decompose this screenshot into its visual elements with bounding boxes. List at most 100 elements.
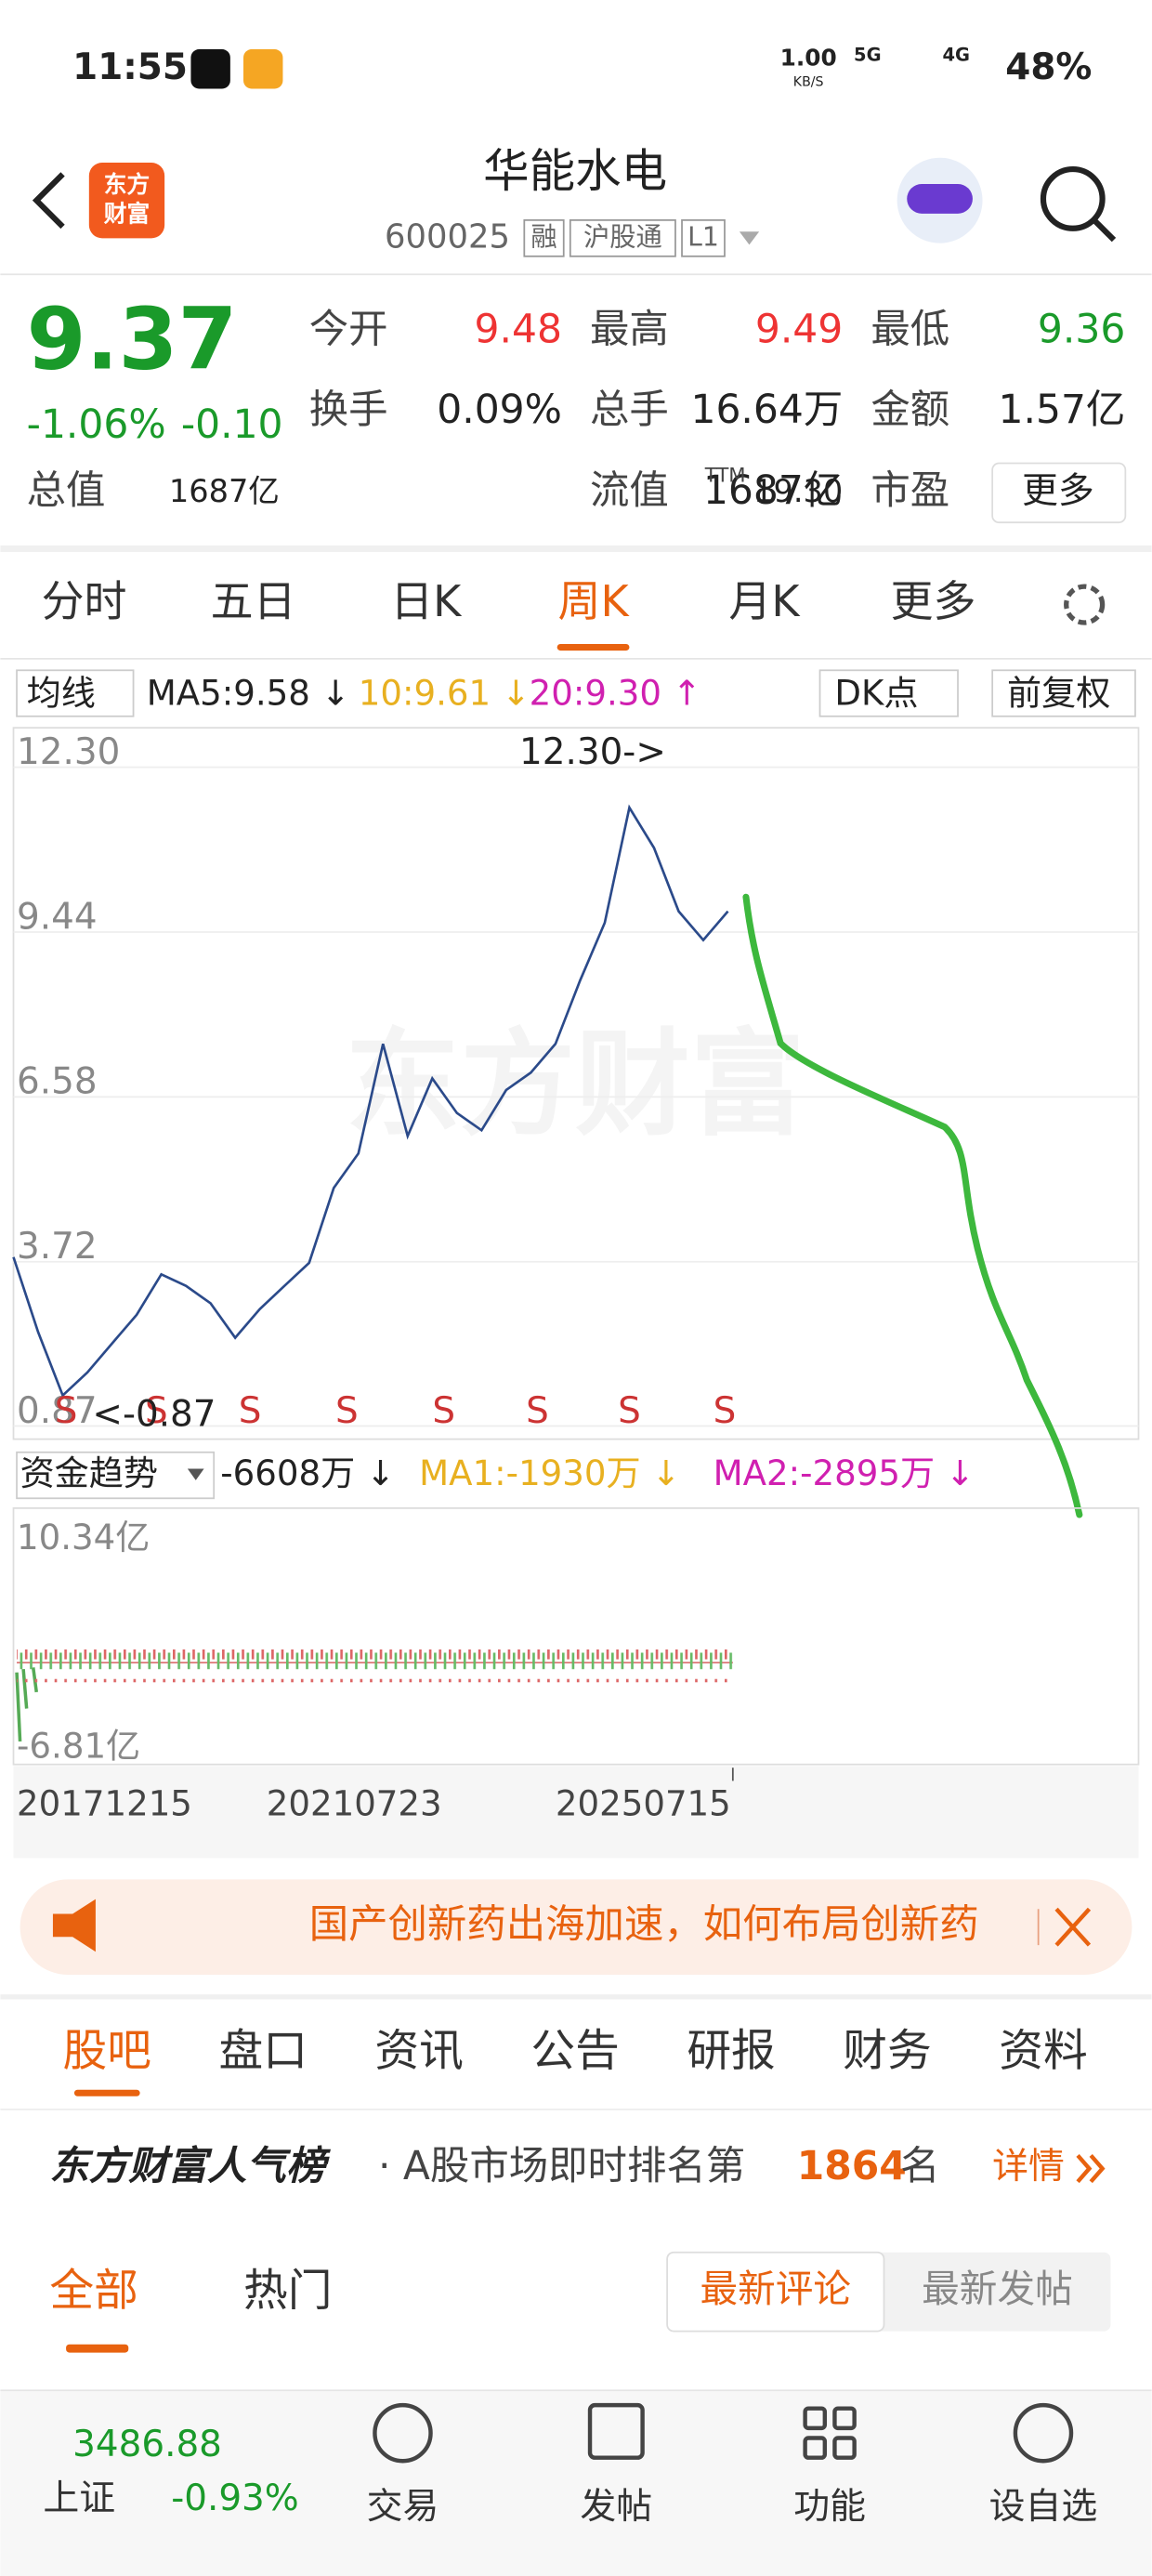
dk-text: DK点 [834, 673, 918, 713]
logo[interactable] [88, 163, 165, 239]
index-value[interactable]: 3486.88 [72, 2424, 222, 2465]
section-tab[interactable]: 盘口 [218, 2026, 307, 2077]
back-button[interactable] [32, 172, 65, 230]
low-label: <-0.87 [92, 1393, 216, 1435]
dropdown [187, 1468, 204, 1480]
nav-item[interactable]: 交易 [367, 2486, 439, 2528]
sort-option[interactable]: 最新发帖 [922, 2267, 1073, 2311]
section-tab[interactable]: 公告 [530, 2026, 619, 2077]
rank-detail[interactable]: 详情 [992, 2146, 1065, 2188]
search-handle [1092, 217, 1117, 243]
banner-text: 国产创新药出海加速，如何布局创新药 [309, 1902, 979, 1948]
fund-selector[interactable] [16, 1451, 216, 1500]
field-value: 9.36 [1038, 308, 1125, 353]
index-name: 上证 [43, 2477, 115, 2519]
section-tab[interactable]: 资料 [999, 2026, 1087, 2077]
field-label: 最高 [590, 308, 669, 353]
icon-post [587, 2402, 645, 2460]
period-tab[interactable]: 五日 [211, 576, 296, 626]
app-icon [190, 49, 230, 89]
index-change: -0.93% [171, 2477, 299, 2519]
field-value: 9.49 [755, 308, 843, 353]
signal: S [239, 1390, 262, 1432]
battery: 48% [1005, 46, 1092, 88]
period-tab[interactable]: 日K [390, 576, 463, 626]
change: -0.10 [181, 402, 283, 448]
active-indicator [66, 2344, 129, 2353]
adjust-button[interactable] [991, 669, 1136, 717]
field-value: 1.57亿 [999, 388, 1126, 433]
chevrons [1076, 2153, 1106, 2184]
rank-text: · A股市场即时排名第 [378, 2144, 745, 2189]
dropdown[interactable] [739, 231, 760, 245]
field-label: 总值 [27, 468, 106, 514]
tag: 沪股通 [583, 221, 662, 252]
fund-frame [12, 1507, 1140, 1766]
tag: L1 [687, 221, 719, 252]
fund-value: -6608万 ↓ [220, 1453, 395, 1493]
y-tick-label: 0.87 [17, 1390, 98, 1432]
period-tab[interactable]: 周K [558, 576, 631, 626]
high-label: 12.30-> [519, 731, 666, 773]
close-banner[interactable] [1054, 1907, 1092, 1947]
signal: S [55, 1390, 78, 1432]
tag-box [681, 219, 726, 257]
change-pct: -1.06% [27, 402, 166, 448]
nav-item[interactable]: 发帖 [580, 2486, 652, 2528]
date: 20250715 [556, 1783, 731, 1823]
signal: S [526, 1390, 549, 1432]
sort-option[interactable]: 最新评论 [700, 2267, 851, 2311]
period-tab[interactable]: 分时 [42, 576, 127, 626]
section-tab[interactable]: 财务 [843, 2026, 931, 2077]
dk-button[interactable] [818, 669, 959, 717]
section-tab[interactable]: 研报 [687, 2026, 775, 2077]
search[interactable] [1040, 165, 1106, 231]
ma5: MA5:9.58 ↓ [147, 673, 350, 713]
filter-tab[interactable]: 热门 [243, 2266, 332, 2317]
sort-active[interactable] [666, 2251, 885, 2333]
active-indicator [556, 644, 630, 651]
rank-brand: 东方财富人气榜 [49, 2144, 331, 2189]
hand-drawn-line [742, 893, 1083, 1518]
field-value: 0.09% [437, 388, 562, 433]
field-label: 流值 [590, 468, 669, 514]
more-button[interactable] [991, 462, 1127, 524]
ttm: TTM [704, 465, 746, 488]
ma-selector[interactable] [16, 669, 135, 717]
signal: S [713, 1390, 737, 1432]
network: 5G [854, 45, 881, 66]
megaphone [52, 1899, 96, 1952]
settings[interactable] [1064, 584, 1106, 625]
section-tab[interactable]: 股吧 [63, 2026, 151, 2077]
watermark: 东方财富 [346, 1018, 805, 1151]
field-value: 1687亿 [169, 473, 280, 509]
field-label: 市盈 [871, 468, 949, 514]
ma-selector-text: 均线 [27, 673, 96, 713]
logo-text: 东方 [104, 171, 150, 198]
period-tab[interactable]: 更多 [891, 576, 976, 626]
y-tick-label: 3.72 [17, 1226, 98, 1268]
period-tab[interactable]: 月K [728, 576, 801, 626]
nav-item[interactable]: 设自选 [989, 2486, 1098, 2528]
fund-ymax: 10.34亿 [17, 1518, 150, 1557]
field-label: 换手 [309, 388, 388, 433]
speed-unit: KB/S [793, 74, 824, 89]
date: 20171215 [17, 1783, 192, 1823]
section-tab[interactable]: 资讯 [374, 2026, 463, 2077]
filter-tab[interactable]: 全部 [49, 2266, 137, 2317]
divider [0, 1994, 1152, 2000]
network: 4G [943, 45, 970, 66]
signal: S [335, 1390, 359, 1432]
signal: S [432, 1390, 455, 1432]
icon-watchlist [1013, 2402, 1074, 2464]
ma10: 10:9.61 ↓ [359, 673, 530, 713]
y-tick-label: 6.58 [17, 1061, 98, 1103]
nav-item[interactable]: 功能 [793, 2486, 866, 2528]
fund-bars [17, 1649, 733, 1683]
speed: 1.00 [780, 45, 837, 72]
banner[interactable] [20, 1879, 1132, 1975]
rank-suffix: 名 [900, 2144, 939, 2189]
